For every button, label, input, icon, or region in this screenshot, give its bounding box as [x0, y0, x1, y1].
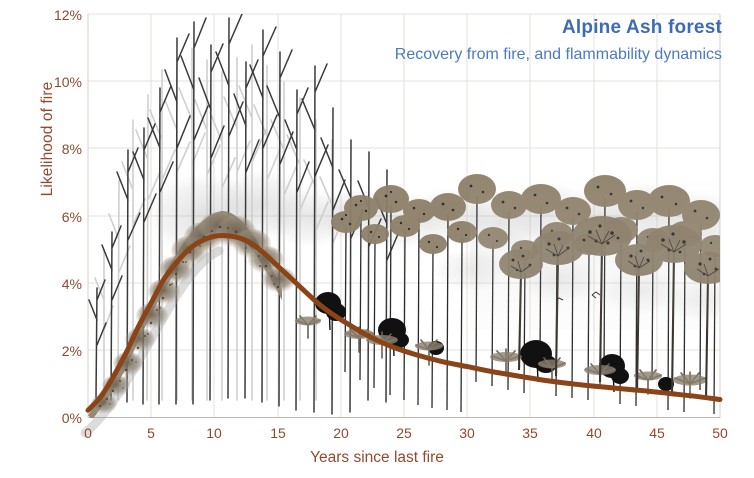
x-tick-50: 50	[712, 425, 728, 441]
y-tick-2: 2%	[61, 343, 82, 359]
x-tick-35: 35	[522, 425, 538, 441]
x-tick-5: 5	[147, 425, 155, 441]
chart-title: Alpine Ash forest	[562, 17, 722, 38]
x-tick-25: 25	[396, 425, 412, 441]
x-axis-title: Years since last fire	[310, 449, 444, 466]
x-tick-10: 10	[206, 425, 222, 441]
x-tick-0: 0	[84, 425, 92, 441]
x-tick-15: 15	[270, 425, 286, 441]
x-tick-30: 30	[459, 425, 475, 441]
y-axis-tick-labels: 12% 10% 8% 6% 4% 2% 0%	[34, 0, 82, 478]
fire-likelihood-curve	[85, 233, 723, 413]
y-tick-4: 4%	[61, 276, 82, 292]
dead-standing-trunks	[88, 14, 399, 415]
background-dead-trunks	[94, 44, 345, 401]
y-tick-6: 6%	[61, 209, 82, 225]
fire-likelihood-series	[80, 233, 723, 438]
x-tick-45: 45	[649, 425, 665, 441]
y-tick-0: 0%	[61, 410, 82, 426]
x-tick-20: 20	[333, 425, 349, 441]
chart-subtitle: Recovery from fire, and flammability dyn…	[394, 46, 722, 63]
understorey-shrub-layer	[315, 292, 674, 393]
y-tick-8: 8%	[61, 141, 82, 157]
x-tick-40: 40	[586, 425, 602, 441]
y-tick-12: 12%	[53, 7, 82, 23]
y-tick-10: 10%	[53, 74, 82, 90]
